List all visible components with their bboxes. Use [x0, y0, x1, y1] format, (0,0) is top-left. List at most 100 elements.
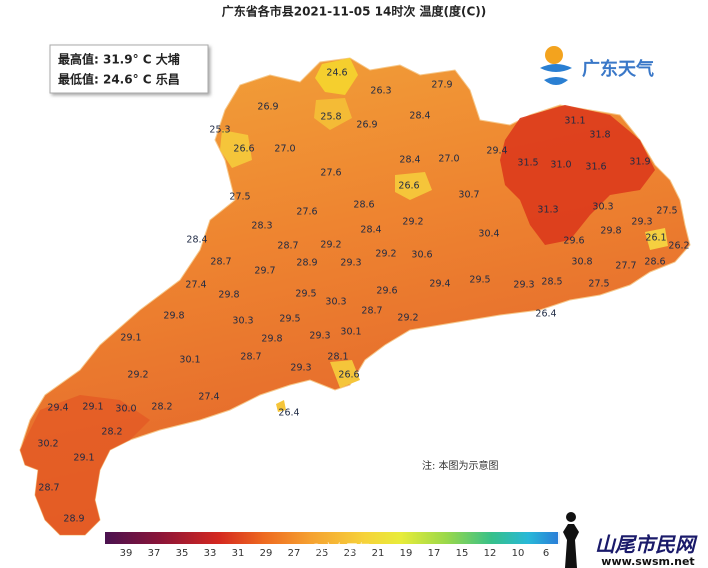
station-label: 28.7 — [277, 241, 298, 252]
station-label: 30.7 — [458, 190, 479, 201]
station-label: 28.3 — [251, 221, 272, 232]
station-label: 28.6 — [644, 257, 665, 268]
station-label: 29.8 — [600, 226, 621, 237]
color-bar-tick: 39 — [120, 548, 133, 559]
cool-region — [315, 58, 358, 95]
station-label: 30.4 — [478, 229, 499, 240]
color-bar-tick: 6 — [543, 548, 549, 559]
island — [276, 400, 286, 412]
site-url: www.swsm.net — [601, 555, 694, 568]
station-label: 30.1 — [179, 355, 200, 366]
station-label: 27.7 — [615, 261, 636, 272]
station-label: 29.4 — [429, 279, 450, 290]
station-label: 28.4 — [409, 111, 430, 122]
station-label: 28.9 — [296, 258, 317, 269]
hot-region — [500, 105, 655, 245]
station-label: 26.9 — [257, 102, 278, 113]
watermark-weibo: @广东天气 — [310, 541, 370, 556]
title: 广东省各市县2021-11-05 14时次 温度(度(C)) — [222, 4, 487, 19]
station-label: 29.2 — [397, 313, 418, 324]
station-label: 31.9 — [629, 157, 650, 168]
station-label: 27.9 — [431, 80, 452, 91]
station-label: 28.7 — [210, 257, 231, 268]
station-label: 28.1 — [327, 352, 348, 363]
station-label: 29.3 — [631, 217, 652, 228]
station-label: 25.3 — [209, 125, 230, 136]
station-label: 27.0 — [274, 144, 295, 155]
station-label: 28.7 — [361, 306, 382, 317]
station-label: 29.7 — [254, 266, 275, 277]
color-bar-tick: 31 — [232, 548, 245, 559]
station-label: 28.4 — [360, 225, 381, 236]
color-bar-tick: 33 — [204, 548, 217, 559]
cool-region — [645, 228, 668, 250]
station-label: 30.3 — [592, 202, 613, 213]
station-label: 29.1 — [120, 333, 141, 344]
station-label: 29.3 — [513, 280, 534, 291]
station-label: 29.1 — [73, 453, 94, 464]
station-label: 29.3 — [340, 258, 361, 269]
station-label: 26.6 — [338, 370, 359, 381]
station-label: 29.6 — [563, 236, 584, 247]
station-label: 28.7 — [38, 483, 59, 494]
station-label: 26.4 — [535, 309, 556, 320]
stats-box — [49, 44, 209, 94]
station-label: 25.8 — [320, 112, 341, 123]
station-label: 24.6 — [326, 68, 347, 79]
station-label: 29.5 — [295, 289, 316, 300]
station-label: 29.2 — [375, 249, 396, 260]
station-label: 27.5 — [588, 279, 609, 290]
station-label: 29.2 — [402, 217, 423, 228]
warm-region — [20, 395, 150, 535]
logo-icon — [540, 46, 572, 85]
station-label: 26.6 — [233, 144, 254, 155]
site-name: 山尾市民网 — [595, 533, 698, 557]
station-label: 29.8 — [218, 290, 239, 301]
station-label: 28.2 — [151, 402, 172, 413]
station-label: 26.3 — [370, 86, 391, 97]
color-bar-tick: 29 — [260, 548, 273, 559]
stats-min: 最低值: 24.6° C 乐昌 — [58, 72, 180, 87]
station-label: 31.3 — [537, 205, 558, 216]
station-label: 29.1 — [82, 402, 103, 413]
station-label: 29.8 — [261, 334, 282, 345]
station-label: 26.2 — [668, 241, 689, 252]
cool-region — [330, 360, 360, 388]
stats-max: 最高值: 31.9° C 大埔 — [58, 52, 180, 67]
station-label: 26.1 — [645, 233, 666, 244]
label-layer: 24.626.327.926.925.826.928.425.326.6 27.0… — [37, 68, 689, 525]
station-label: 29.5 — [469, 275, 490, 286]
note: 注: 本图为示意图 — [422, 459, 499, 472]
station-label: 28.2 — [101, 427, 122, 438]
station-label: 29.2 — [320, 240, 341, 251]
station-label: 30.0 — [115, 404, 136, 415]
station-label: 30.8 — [571, 257, 592, 268]
color-bar-ticks: 39 37 35 33 31 29 27 25 23 21 19 17 15 12 10 6 — [120, 548, 550, 559]
station-label: 27.4 — [198, 392, 219, 403]
cool-region — [314, 98, 352, 130]
color-bar-tick: 19 — [400, 548, 413, 559]
station-label: 30.2 — [37, 439, 58, 450]
station-label: 29.5 — [279, 314, 300, 325]
station-label: 31.6 — [585, 162, 606, 173]
color-bar-tick: 15 — [456, 548, 469, 559]
station-label: 30.3 — [325, 297, 346, 308]
station-label: 31.8 — [589, 130, 610, 141]
station-label: 28.7 — [240, 352, 261, 363]
station-label: 28.4 — [186, 235, 207, 246]
station-label: 31.1 — [564, 116, 585, 127]
cool-region — [220, 130, 252, 168]
station-label: 28.4 — [399, 155, 420, 166]
station-label: 29.3 — [290, 363, 311, 374]
color-bar-tick: 25 — [316, 548, 329, 559]
station-label: 29.4 — [47, 403, 68, 414]
color-bar-tick: 27 — [288, 548, 301, 559]
station-label: 30.3 — [232, 316, 253, 327]
station-label: 26.6 — [398, 181, 419, 192]
color-bar — [105, 532, 560, 544]
station-label: 28.5 — [541, 277, 562, 288]
station-label: 29.4 — [486, 146, 507, 157]
station-label: 30.1 — [340, 327, 361, 338]
